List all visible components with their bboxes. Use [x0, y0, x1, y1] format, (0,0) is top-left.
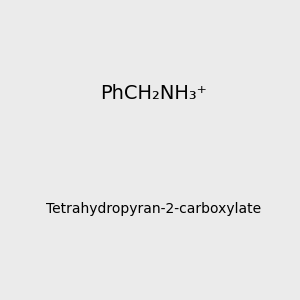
Text: PhCH₂NH₃⁺: PhCH₂NH₃⁺	[100, 84, 207, 103]
Text: Tetrahydropyran-2-carboxylate: Tetrahydropyran-2-carboxylate	[46, 202, 261, 216]
